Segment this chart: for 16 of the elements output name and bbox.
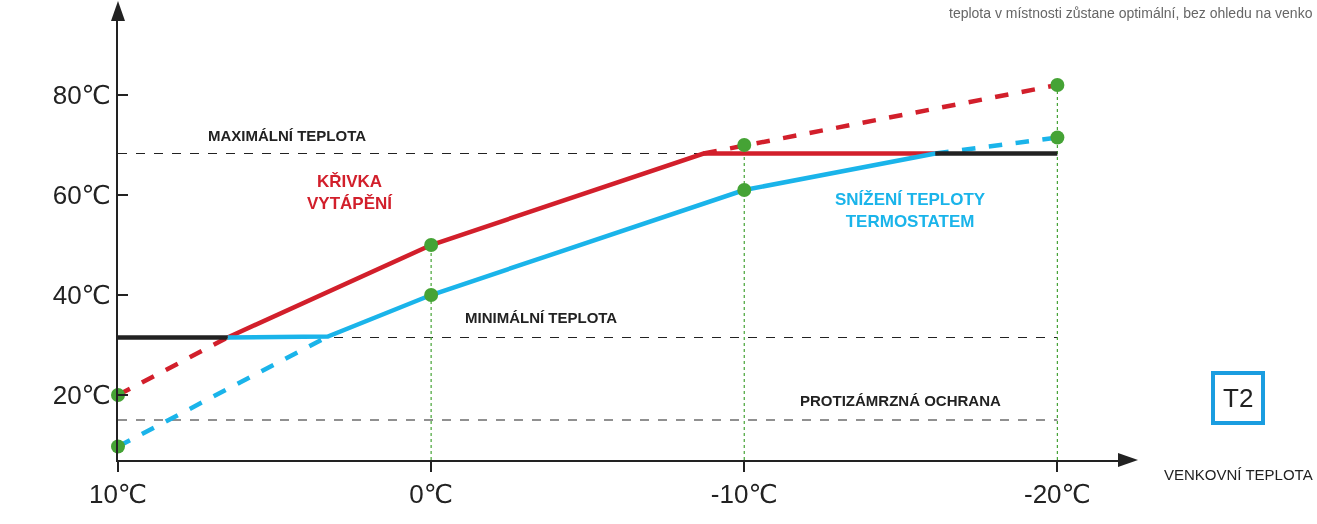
text: T2	[1223, 383, 1254, 413]
x-axis-title: VENKOVNÍ TEPLOTA	[1164, 466, 1313, 483]
ref-line-label: MINIMÁLNÍ TEPLOTA	[465, 309, 618, 326]
y-tick-label: 20℃	[52, 380, 111, 411]
x-tick-label: -20℃	[1023, 479, 1091, 510]
text: KŘIVKA VYTÁPĚNÍ	[307, 172, 394, 214]
ref-line-label: PROTIZÁMRZNÁ OCHRANA	[800, 392, 1001, 409]
y-tick-label: 80℃	[52, 80, 111, 111]
annotation: teplota v místnosti zůstane optimální, bez ohledu na venko	[949, 5, 1313, 21]
series-label: SNÍŽENÍ TEPLOTY TERMOSTATEM	[835, 190, 986, 232]
ref-line-label: MAXIMÁLNÍ TEPLOTA	[208, 127, 367, 144]
x-tick-label: 10℃	[88, 479, 148, 510]
y-tick-label: 60℃	[52, 180, 111, 211]
x-tick-label: -10℃	[710, 479, 778, 510]
y-tick-label: 40℃	[52, 280, 111, 311]
x-tick-label: 0℃	[409, 479, 453, 510]
